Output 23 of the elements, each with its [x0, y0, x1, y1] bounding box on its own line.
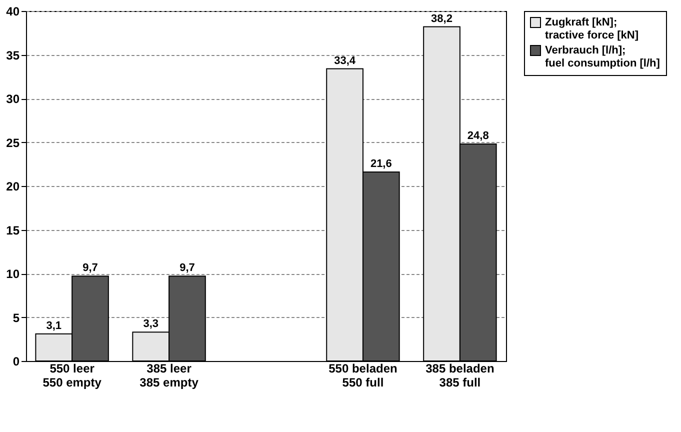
data-label: 9,7: [82, 262, 98, 274]
y-tick-label: 0: [12, 354, 20, 368]
y-tick-label: 15: [6, 223, 20, 238]
legend-label: Zugkraft [kN]; tractive force [kN]: [545, 16, 639, 42]
x-tick-label: 550 leer 550 empty: [42, 362, 102, 390]
data-label: 3,3: [143, 318, 158, 330]
data-label: 21,6: [370, 158, 392, 170]
x-tick-label: 385 leer 385 empty: [140, 362, 199, 390]
y-tick-label: 30: [6, 92, 20, 106]
y-tick-label: 10: [6, 267, 20, 281]
y-tick-label: 20: [6, 180, 20, 194]
x-tick-label: 385 beladen 385 full: [426, 362, 494, 390]
y-tick-label: 5: [12, 310, 20, 325]
data-label: 38,2: [431, 12, 452, 25]
data-label: 3,1: [46, 320, 62, 332]
legend-label: Verbrauch [l/h]; fuel consumption [l/h]: [545, 44, 660, 70]
y-tick-label: 35: [6, 48, 20, 62]
data-label: 9,7: [180, 262, 195, 274]
data-label: 24,8: [467, 130, 489, 142]
data-label: 33,4: [334, 54, 356, 67]
y-tick-label: 40: [6, 4, 20, 18]
y-tick-label: 25: [6, 136, 20, 150]
x-tick-label: 550 beladen 550 full: [328, 362, 398, 390]
